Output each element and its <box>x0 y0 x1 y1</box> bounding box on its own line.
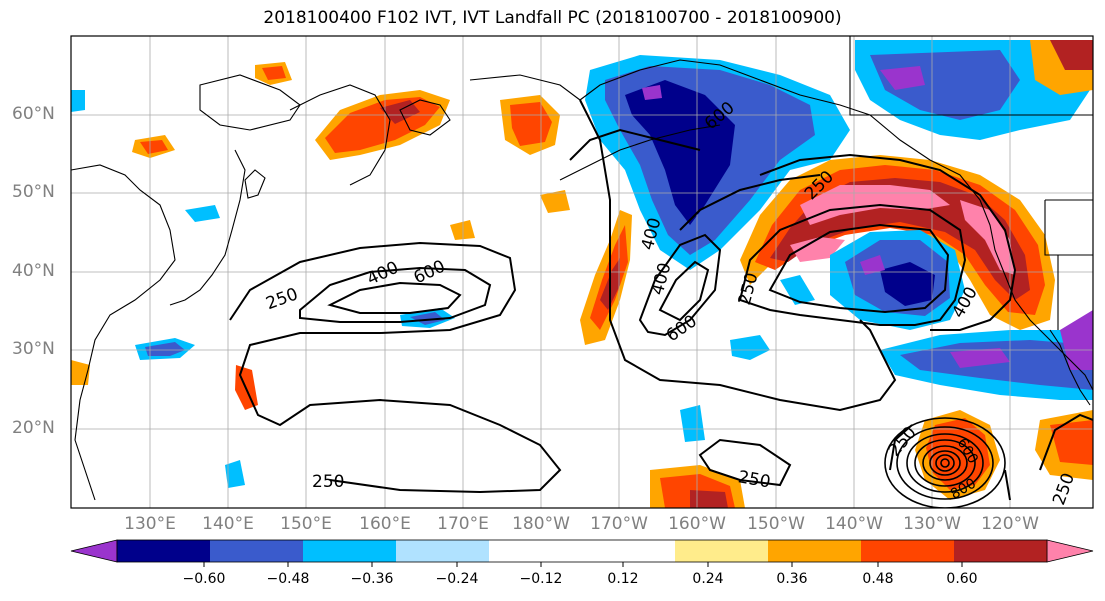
contour-label: 250 <box>885 423 921 461</box>
coastlines <box>71 36 1093 501</box>
colorbar-tick-label: −0.36 <box>350 571 394 587</box>
lat-label: 20°N <box>12 418 55 438</box>
colorbar-cell <box>582 540 676 562</box>
lon-label: 180°W <box>512 514 570 534</box>
colorbar-cell <box>954 540 1048 562</box>
colorbar-arrow-high <box>1046 539 1094 563</box>
lon-label: 170°E <box>437 514 489 534</box>
lon-label: 140°E <box>202 514 254 534</box>
colorbar-cell <box>861 540 955 562</box>
lon-label: 170°W <box>590 514 648 534</box>
asia-coastline <box>71 164 176 501</box>
hurricane-contours <box>884 417 1006 508</box>
colorbar-cell <box>489 540 583 562</box>
map-title: 2018100400 F102 IVT, IVT Landfall PC (20… <box>263 8 842 28</box>
na-west-coastline <box>979 199 1093 391</box>
contour-label: 250 <box>312 472 344 492</box>
lon-label: 150°E <box>280 514 332 534</box>
ivt-contours <box>229 99 1093 501</box>
alaska-coastline <box>579 59 981 201</box>
colorbar-cell <box>768 540 862 562</box>
lon-label: 160°W <box>668 514 726 534</box>
colorbar-tick-label: 0.12 <box>607 571 639 587</box>
contour-600-west <box>327 281 462 314</box>
contour-250-west <box>229 241 562 494</box>
lon-label: 160°E <box>359 514 411 534</box>
colorbar-tick-label: −0.60 <box>182 571 226 587</box>
japan-coastline <box>169 149 246 306</box>
lat-label: 40°N <box>12 261 55 281</box>
contour-400-west <box>299 266 492 323</box>
lon-label: 140°W <box>825 514 883 534</box>
colorbar-tick-label: 0.24 <box>692 571 724 587</box>
lon-label: 130°W <box>903 514 961 534</box>
kamchatka-coastline <box>289 84 391 186</box>
colorbar-cell <box>675 540 769 562</box>
colorbar-cell <box>396 540 490 562</box>
colorbar-cell <box>117 540 211 562</box>
contour-label: 400 <box>364 258 402 290</box>
colorbar-tick-label: −0.48 <box>266 571 310 587</box>
colorbar-tick-label: −0.12 <box>519 571 563 587</box>
colorbar-tick-label: 0.36 <box>776 571 808 587</box>
contour-label: 250 <box>737 467 772 492</box>
colorbar-arrow-low <box>70 539 118 563</box>
lat-label: 30°N <box>12 339 55 359</box>
colorbar-tick-label: −0.24 <box>435 571 479 587</box>
map-frame <box>70 35 1094 509</box>
colorbar-cell <box>303 540 397 562</box>
lon-label: 130°E <box>124 514 176 534</box>
lat-label: 60°N <box>12 104 55 124</box>
contour-label: 400 <box>648 261 676 298</box>
colorbar-cell <box>210 540 304 562</box>
colorbar-tick-label: 0.60 <box>946 571 978 587</box>
shaded-field <box>71 40 1093 508</box>
lon-label: 120°W <box>981 514 1039 534</box>
contour-label: 250 <box>263 284 300 314</box>
contour-label: 250 <box>735 271 763 308</box>
contour-label: 250 <box>1049 470 1079 507</box>
lon-label: 150°W <box>747 514 805 534</box>
lat-label: 50°N <box>12 182 55 202</box>
contour-label: 600 <box>663 311 701 346</box>
colorbar-tick-label: 0.48 <box>862 571 894 587</box>
colorbar <box>70 539 1094 567</box>
